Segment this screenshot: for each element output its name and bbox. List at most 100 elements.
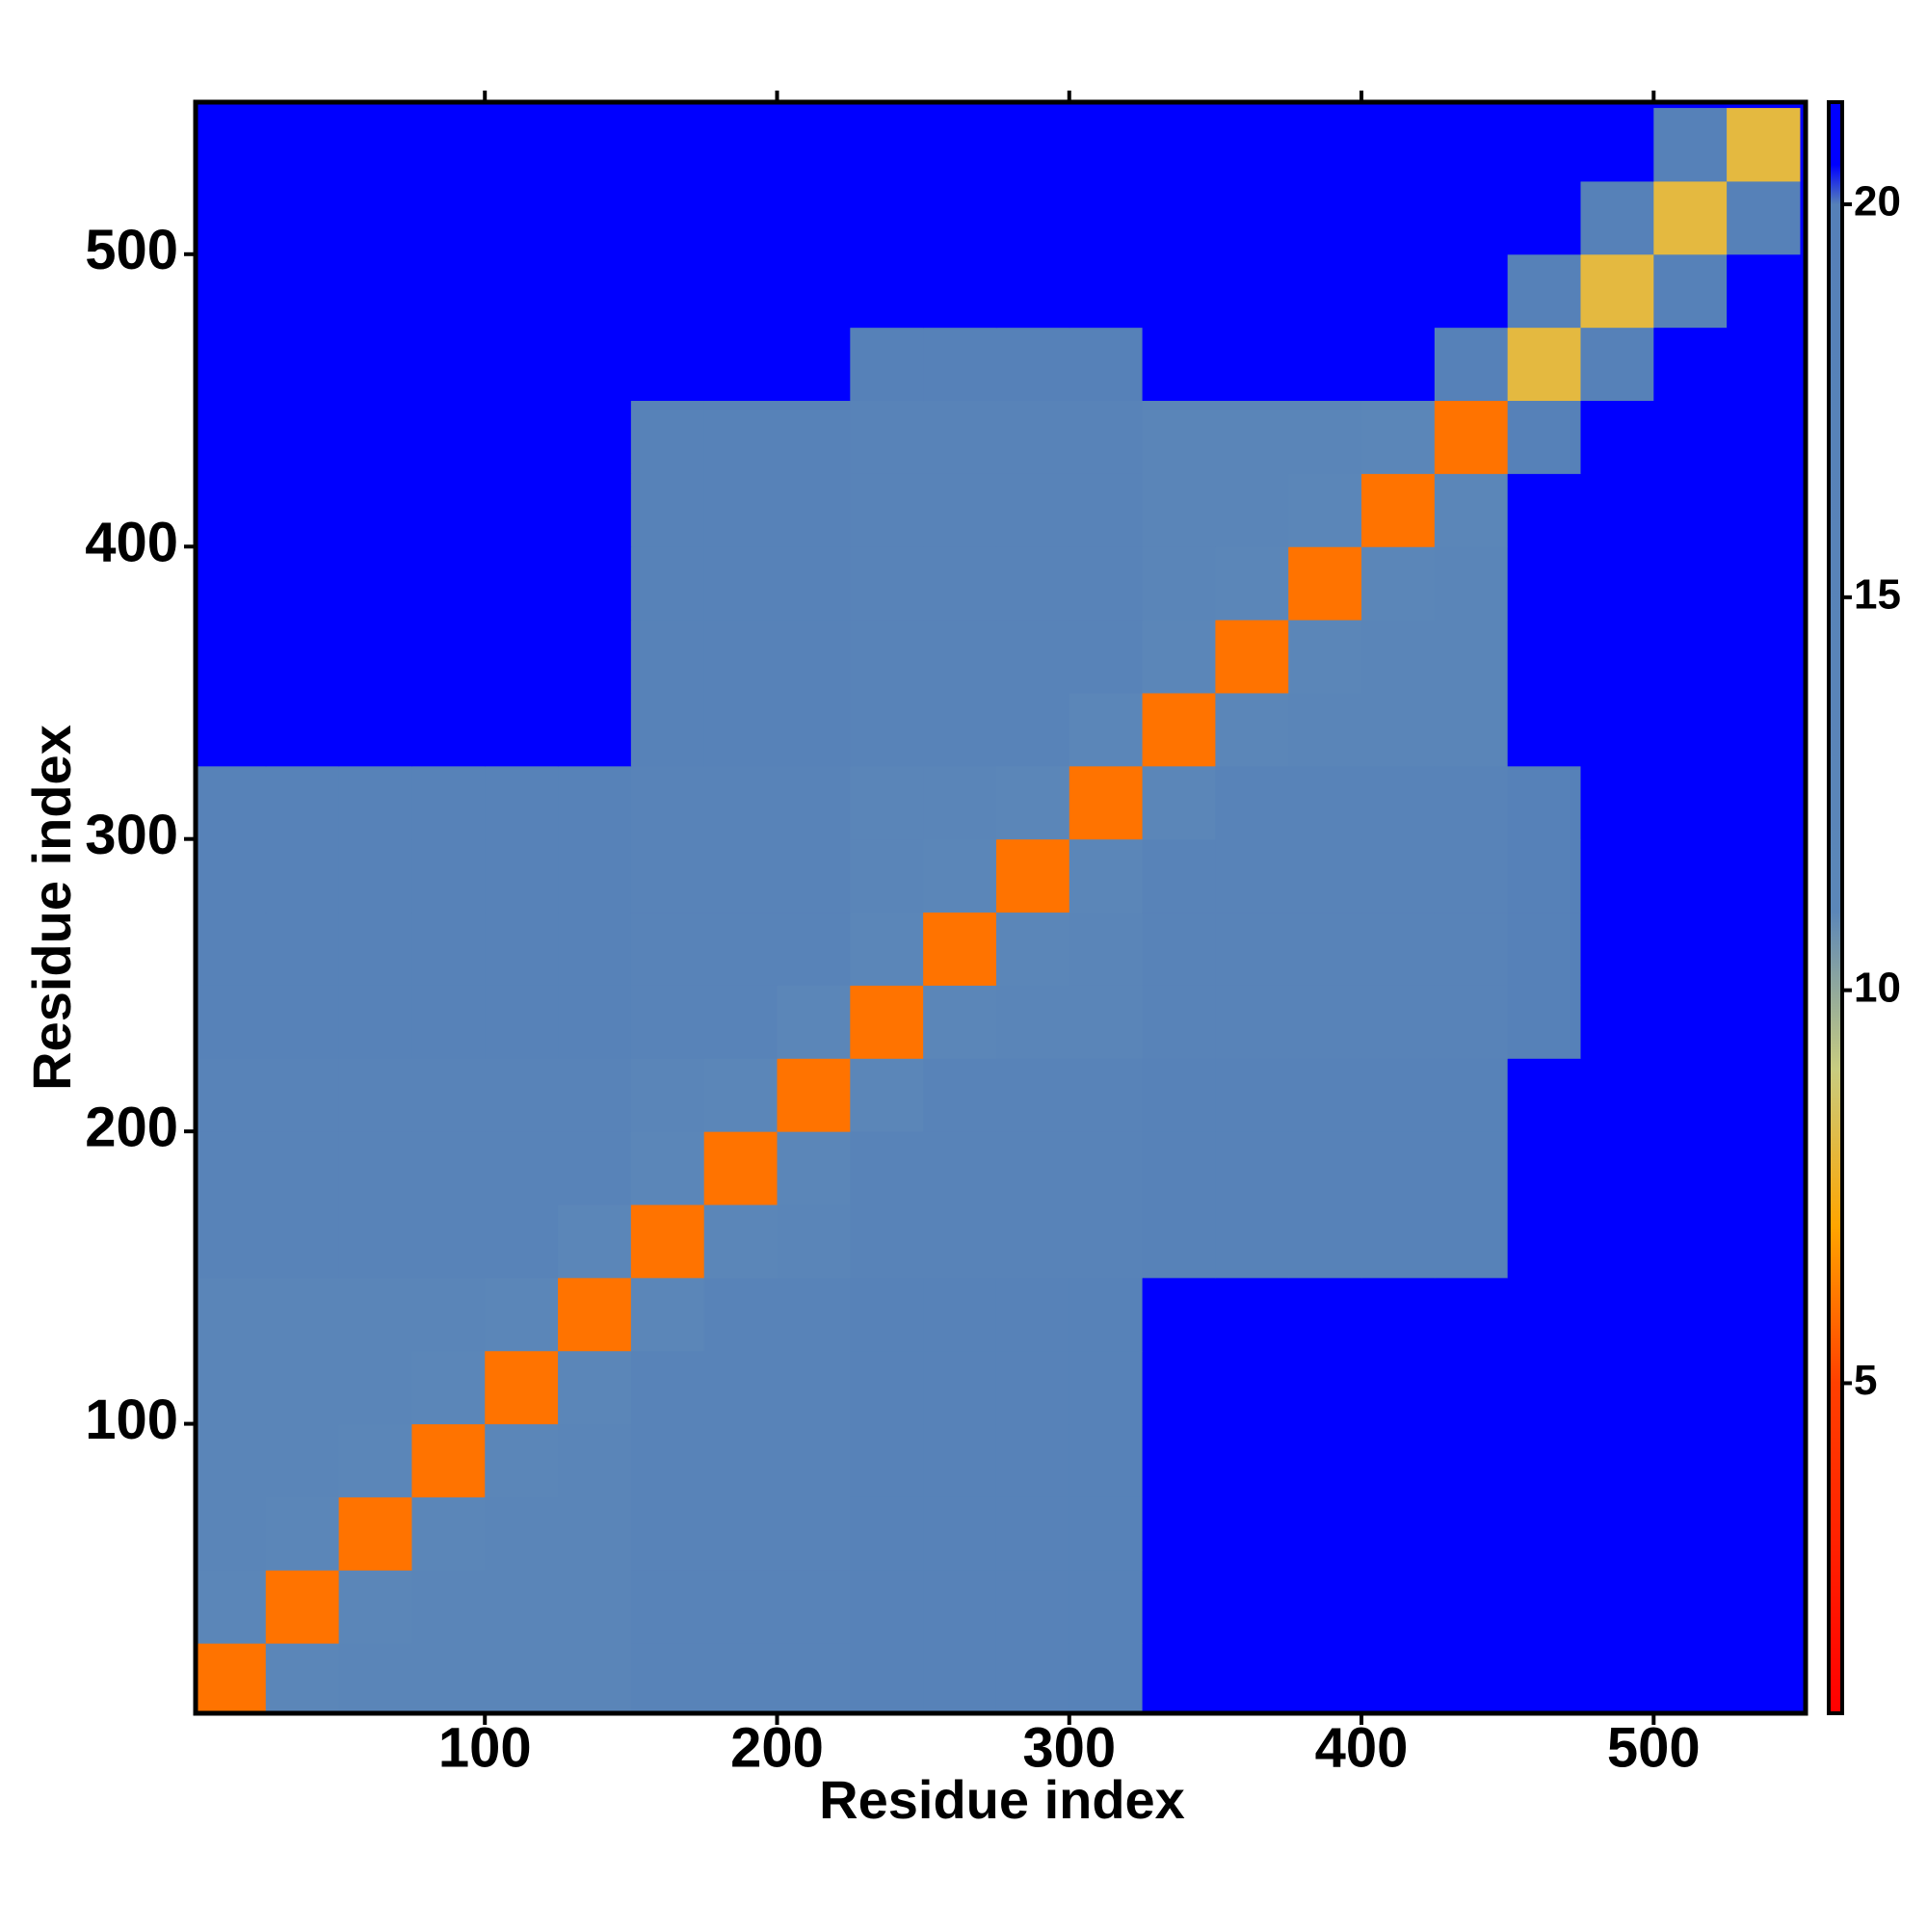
heatmap-cell	[923, 253, 997, 329]
heatmap-cell	[485, 1131, 559, 1205]
heatmap-cell	[1580, 1350, 1654, 1425]
heatmap-cell	[777, 1350, 851, 1425]
heatmap-cell	[196, 838, 267, 913]
heatmap-cell	[338, 400, 412, 474]
heatmap-cell	[1069, 400, 1144, 474]
colorbar-tick-label: 20	[1854, 178, 1901, 225]
heatmap-cell	[630, 546, 705, 621]
heatmap-cell	[850, 1570, 924, 1644]
heatmap-cell	[196, 253, 267, 329]
heatmap-cell	[265, 1204, 340, 1279]
heatmap-cell	[1580, 327, 1654, 402]
heatmap-cell	[1434, 1277, 1509, 1352]
heatmap-cell	[1215, 765, 1289, 840]
heatmap-cell	[703, 1131, 779, 1205]
heatmap-cell	[411, 692, 486, 767]
heatmap-cell	[777, 400, 851, 474]
heatmap-cell	[1215, 838, 1289, 913]
heatmap-cell	[411, 620, 486, 694]
heatmap-cell	[485, 692, 559, 767]
heatmap-cell	[338, 473, 412, 547]
heatmap-cell	[411, 180, 486, 255]
heatmap-cell	[196, 473, 267, 547]
heatmap-cell	[1142, 1350, 1216, 1425]
heatmap-cell	[995, 473, 1070, 547]
heatmap-cell	[1653, 1570, 1728, 1644]
heatmap-cell	[558, 692, 632, 767]
heatmap-cell	[485, 838, 559, 913]
heatmap-cell	[1215, 1204, 1289, 1279]
heatmap-cell	[850, 692, 924, 767]
heatmap-cell	[1727, 1423, 1801, 1497]
heatmap-cell	[265, 180, 340, 255]
heatmap-cell	[1727, 765, 1801, 840]
heatmap-cell	[558, 1131, 632, 1205]
heatmap-cell	[196, 1131, 267, 1205]
heatmap-cell	[1507, 327, 1581, 402]
heatmap-cell	[1361, 692, 1436, 767]
heatmap-cell	[196, 1570, 267, 1644]
heatmap-cell	[1288, 1277, 1362, 1352]
heatmap-cell	[923, 1350, 997, 1425]
heatmap-cell	[995, 180, 1070, 255]
heatmap-cell	[265, 1496, 340, 1571]
heatmap-cell	[1069, 108, 1144, 182]
heatmap-cell	[411, 985, 486, 1059]
heatmap-cell	[1434, 1643, 1509, 1713]
heatmap-cell	[1580, 1570, 1654, 1644]
heatmap-cell	[558, 1350, 632, 1425]
heatmap-cell	[196, 765, 267, 840]
heatmap-cell	[630, 912, 705, 986]
heatmap-cell	[265, 620, 340, 694]
heatmap-cell	[1580, 912, 1654, 986]
heatmap-cell	[1653, 1496, 1728, 1571]
heatmap-cell	[1288, 108, 1362, 182]
heatmap-cell	[338, 1570, 412, 1644]
plot-frame	[193, 99, 1808, 1716]
heatmap-cell	[1434, 400, 1509, 474]
heatmap-cell	[923, 692, 997, 767]
heatmap-cell	[1215, 473, 1289, 547]
heatmap-cell	[777, 692, 851, 767]
heatmap-cell	[1580, 1496, 1654, 1571]
heatmap-cell	[1069, 1423, 1144, 1497]
heatmap-cell	[485, 1496, 559, 1571]
heatmap-cell	[558, 1496, 632, 1571]
heatmap-cell	[1069, 473, 1144, 547]
y-tick-label: 100	[85, 1389, 178, 1451]
heatmap-cell	[1288, 1058, 1362, 1132]
heatmap-cell	[1653, 253, 1728, 329]
heatmap-cell	[196, 620, 267, 694]
heatmap-cell	[630, 1131, 705, 1205]
heatmap-cell	[1580, 838, 1654, 913]
heatmap-cell	[265, 253, 340, 329]
heatmap-cell	[558, 985, 632, 1059]
heatmap-cell	[1653, 1131, 1728, 1205]
heatmap-cell	[777, 1643, 851, 1713]
heatmap-cell	[777, 108, 851, 182]
heatmap-cell	[1434, 1204, 1509, 1279]
heatmap-cell	[777, 912, 851, 986]
heatmap-cell	[1361, 1496, 1436, 1571]
heatmap-cell	[1215, 1643, 1289, 1713]
heatmap-cell	[265, 1643, 340, 1713]
heatmap-cell	[1288, 327, 1362, 402]
heatmap-cell	[1069, 985, 1144, 1059]
heatmap-cell	[1580, 473, 1654, 547]
heatmap-cell	[1580, 108, 1654, 182]
heatmap-cell	[1507, 180, 1581, 255]
heatmap-cell	[485, 1058, 559, 1132]
heatmap-cell	[1580, 1643, 1654, 1713]
heatmap-cell	[558, 1204, 632, 1279]
heatmap-cell	[1507, 473, 1581, 547]
heatmap-cell	[1142, 1570, 1216, 1644]
heatmap-cell	[411, 1058, 486, 1132]
heatmap-cell	[411, 912, 486, 986]
heatmap-cell	[630, 1204, 705, 1279]
heatmap-cell	[995, 1204, 1070, 1279]
heatmap-cell	[777, 1423, 851, 1497]
heatmap-cell	[265, 546, 340, 621]
heatmap-cell	[630, 692, 705, 767]
heatmap-cell	[1069, 1643, 1144, 1713]
heatmap-cell	[265, 108, 340, 182]
